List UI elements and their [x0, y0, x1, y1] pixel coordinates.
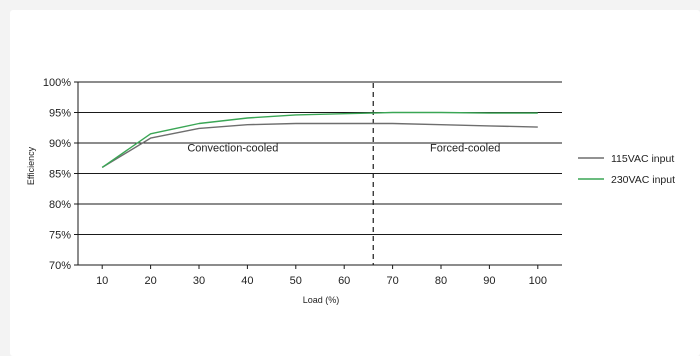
y-tick-label: 90% — [49, 138, 71, 150]
series-line — [101, 111, 538, 168]
x-axis-title: Load (%) — [303, 295, 340, 305]
axes: 70% 75% 80% 85% 90% 95% 100% 10 20 30 40 50 60 70 80 90… — [43, 77, 562, 287]
grid-lines — [78, 81, 562, 235]
legend-label: 115VAC input — [611, 153, 674, 165]
series-line — [101, 122, 538, 168]
x-tick-label: 60 — [338, 275, 350, 287]
efficiency-chart: 70% 75% 80% 85% 90% 95% 100% 10 20 30 40 50 60 70 80 90… — [26, 77, 675, 305]
y-tick-label: 75% — [49, 230, 71, 242]
x-tick-label: 20 — [144, 275, 156, 287]
x-tick-label: 90 — [483, 275, 495, 287]
x-tick-label: 40 — [241, 275, 253, 287]
x-tick-label: 30 — [193, 275, 205, 287]
region-label: Forced-cooled — [430, 143, 500, 155]
y-tick-label: 85% — [49, 169, 71, 181]
chart-card: 70% 75% 80% 85% 90% 95% 100% 10 20 30 40 50 60 70 80 90… — [10, 10, 700, 356]
y-tick-label: 70% — [49, 260, 71, 272]
y-tick-label: 95% — [49, 108, 71, 120]
legend: 115VAC input 230VAC input — [578, 153, 675, 186]
legend-label: 230VAC input — [611, 174, 675, 186]
x-tick-label: 100 — [529, 275, 547, 287]
y-axis-title: Efficiency — [26, 146, 36, 185]
x-tick-label: 70 — [386, 275, 398, 287]
y-tick-label: 100% — [43, 77, 71, 89]
region-label: Convection-cooled — [187, 143, 278, 155]
y-tick-label: 80% — [49, 199, 71, 211]
series-lines — [101, 111, 538, 168]
x-tick-label: 80 — [435, 275, 447, 287]
annotations: Convection-cooled Forced-cooled — [187, 143, 500, 155]
x-tick-label: 50 — [290, 275, 302, 287]
x-tick-label: 10 — [96, 275, 108, 287]
